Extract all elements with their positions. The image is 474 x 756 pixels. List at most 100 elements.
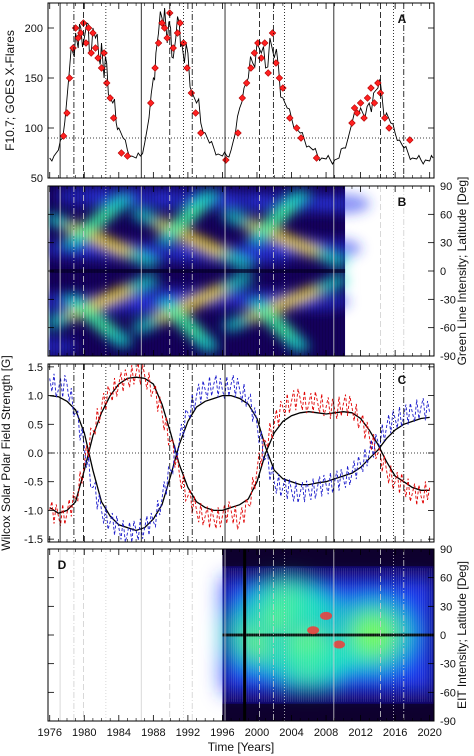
- x-tick-label: 2016: [383, 727, 407, 739]
- x-flare-marker: [102, 79, 111, 87]
- x-flare-marker: [59, 132, 68, 140]
- x-flare-marker: [94, 54, 102, 62]
- heatmap-d-gap: [243, 549, 247, 721]
- heatmap-b-band-cell: [114, 195, 133, 206]
- heatmap-d-polar-cap: [222, 703, 434, 721]
- y-tick-label: 30: [440, 238, 452, 250]
- x-tick-label: 1984: [107, 727, 131, 739]
- x-flare-marker: [222, 156, 230, 164]
- x-flare-marker: [65, 74, 74, 82]
- x-flare-marker: [367, 84, 375, 92]
- heatmap-b-band-cell: [200, 341, 219, 352]
- panel-d-chart: -90 -60 -30 0 30 60 90 D EIT Intensity; Latitude…: [37, 544, 469, 739]
- y-tick-label: 50: [31, 173, 43, 185]
- y-axis-label: Green Line Intensity; Latitude [Deg]: [455, 177, 469, 366]
- x-flare-marker: [406, 136, 414, 144]
- x-flare-marker: [91, 44, 100, 52]
- x-tick-label: 2012: [348, 727, 372, 739]
- x-flare-marker: [363, 94, 372, 102]
- y-tick-label: 1.0: [28, 391, 43, 403]
- y-tick-label: -60: [440, 323, 456, 335]
- x-flare-marker: [84, 24, 93, 32]
- x-flare-marker: [87, 49, 95, 57]
- x-flare-marker: [191, 109, 200, 117]
- x-flare-marker: [173, 29, 182, 37]
- x-flare-marker: [154, 39, 163, 47]
- y-tick-label: -1.0: [24, 505, 43, 517]
- y-tick-label: 90: [440, 181, 452, 193]
- heatmap-b-cell: [237, 244, 294, 265]
- y-tick-label: 60: [440, 209, 452, 221]
- x-axis-label: Time [Years]: [208, 740, 274, 754]
- panel-b-chart: -90 -60 -30 0 30 60 90 B Green Line Intensity; L…: [47, 177, 469, 366]
- x-flare-marker: [234, 129, 242, 137]
- heatmap-b-cell: [314, 193, 371, 214]
- x-flare-marker: [74, 34, 82, 42]
- x-flare-marker: [151, 64, 159, 72]
- heatmap-b-band-cell: [140, 275, 159, 286]
- x-tick-label: 2004: [279, 727, 303, 739]
- heatmap-b-band-cell: [235, 273, 254, 284]
- x-flare-marker: [71, 24, 80, 32]
- x-flare-marker: [264, 69, 272, 77]
- heatmap-b-band-cell: [235, 258, 254, 269]
- x-flare-marker: [160, 24, 169, 32]
- x-flare-marker: [297, 134, 305, 142]
- y-tick-label: 150: [25, 73, 43, 85]
- heatmap-b-band-cell: [114, 336, 133, 347]
- x-flare-marker: [374, 79, 382, 87]
- x-flare-marker: [247, 64, 255, 72]
- x-flare-marker: [238, 94, 247, 102]
- x-flare-marker: [158, 19, 166, 27]
- x-flare-marker: [292, 124, 301, 132]
- x-flare-marker: [257, 54, 266, 62]
- y-tick-label: -90: [440, 351, 456, 363]
- heatmap-b-band-cell: [330, 256, 349, 267]
- x-tick-label: 1996: [210, 727, 234, 739]
- x-flare-marker: [356, 99, 365, 107]
- x-tick-label: 1988: [141, 727, 165, 739]
- panel-letter: B: [398, 195, 407, 209]
- polar-field-dashed-line: [49, 373, 431, 542]
- y-tick-label: 60: [440, 573, 452, 585]
- y-tick-label: -30: [440, 659, 456, 671]
- x-flare-marker: [187, 89, 196, 97]
- panel-c-chart: -1.5 -1.0 -0.5 0.0 0.5 1.0 1.5 C Wilcox Solar Po…: [0, 355, 435, 551]
- x-flare-marker: [176, 19, 184, 27]
- y-axis-label: EIT Intensity; Latitude [Deg]: [455, 561, 469, 709]
- x-flare-marker: [89, 29, 97, 37]
- y-tick-label: -30: [440, 294, 456, 306]
- x-flare-marker: [117, 149, 126, 157]
- heatmap-b-glow: [48, 186, 371, 356]
- y-tick-label: 200: [25, 23, 43, 35]
- panel-a-chart: 50 100 150 200 A F10.7; GOES X-Flares: [3, 2, 435, 185]
- x-flare-marker: [286, 114, 294, 122]
- x-flare-marker: [268, 29, 277, 37]
- heatmap-b-cell: [48, 336, 78, 356]
- heatmap-b-equator: [49, 269, 346, 273]
- f107-line: [49, 7, 434, 165]
- x-flare-marker: [123, 152, 132, 160]
- x-flare-marker: [109, 114, 118, 122]
- x-flare-marker: [370, 99, 379, 107]
- plot-area: [48, 3, 434, 178]
- y-tick-label: 1.5: [28, 362, 43, 374]
- x-tick-label: 2000: [245, 727, 269, 739]
- y-axis-label: F10.7; GOES X-Flares: [3, 30, 17, 151]
- x-flare-marker: [197, 129, 205, 137]
- plot-area: [59, 549, 434, 721]
- y-tick-label: 0: [440, 266, 446, 278]
- x-flare-marker: [279, 84, 287, 92]
- panel-frame: [47, 2, 435, 179]
- x-flare-marker: [69, 44, 77, 52]
- x-flare-marker: [350, 104, 359, 112]
- x-flare-marker: [250, 49, 259, 57]
- x-flare-marker: [100, 49, 108, 57]
- x-flare-marker: [163, 34, 171, 42]
- x-flare-marker: [360, 114, 368, 122]
- y-tick-label: -60: [440, 687, 456, 699]
- x-flare-marker: [169, 44, 177, 52]
- y-tick-label: 100: [25, 123, 43, 135]
- x-flare-marker: [275, 74, 284, 82]
